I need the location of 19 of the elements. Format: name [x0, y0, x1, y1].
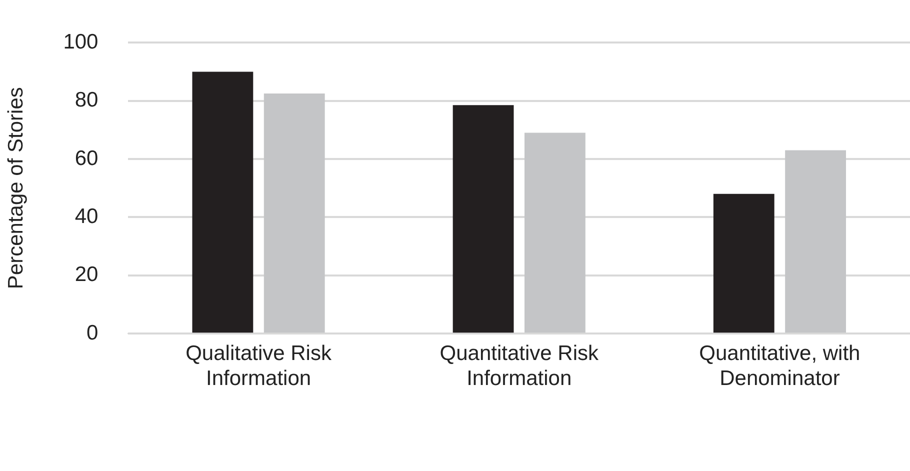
y-tick-label: 40	[74, 204, 98, 228]
bar	[264, 94, 325, 333]
bar	[452, 105, 514, 333]
bar	[785, 150, 846, 333]
category-label: Quantitative Risk	[440, 342, 598, 365]
y-tick-label: 80	[74, 88, 98, 112]
category-label: Information	[206, 367, 312, 390]
y-tick-label: 20	[74, 263, 98, 286]
category-label: Denominator	[720, 367, 840, 390]
y-tick-label: 60	[74, 146, 98, 170]
y-axis-title: Percentage of Stories	[4, 87, 28, 290]
y-tick-label: 0	[86, 321, 98, 344]
category-label: Qualitative Risk	[186, 342, 332, 365]
category-label: Information	[466, 367, 572, 390]
bar	[192, 72, 254, 333]
category-label: Quantitative, with	[699, 342, 860, 365]
y-tick-label: 100	[63, 30, 98, 54]
bar	[524, 132, 586, 333]
bar	[713, 194, 774, 333]
